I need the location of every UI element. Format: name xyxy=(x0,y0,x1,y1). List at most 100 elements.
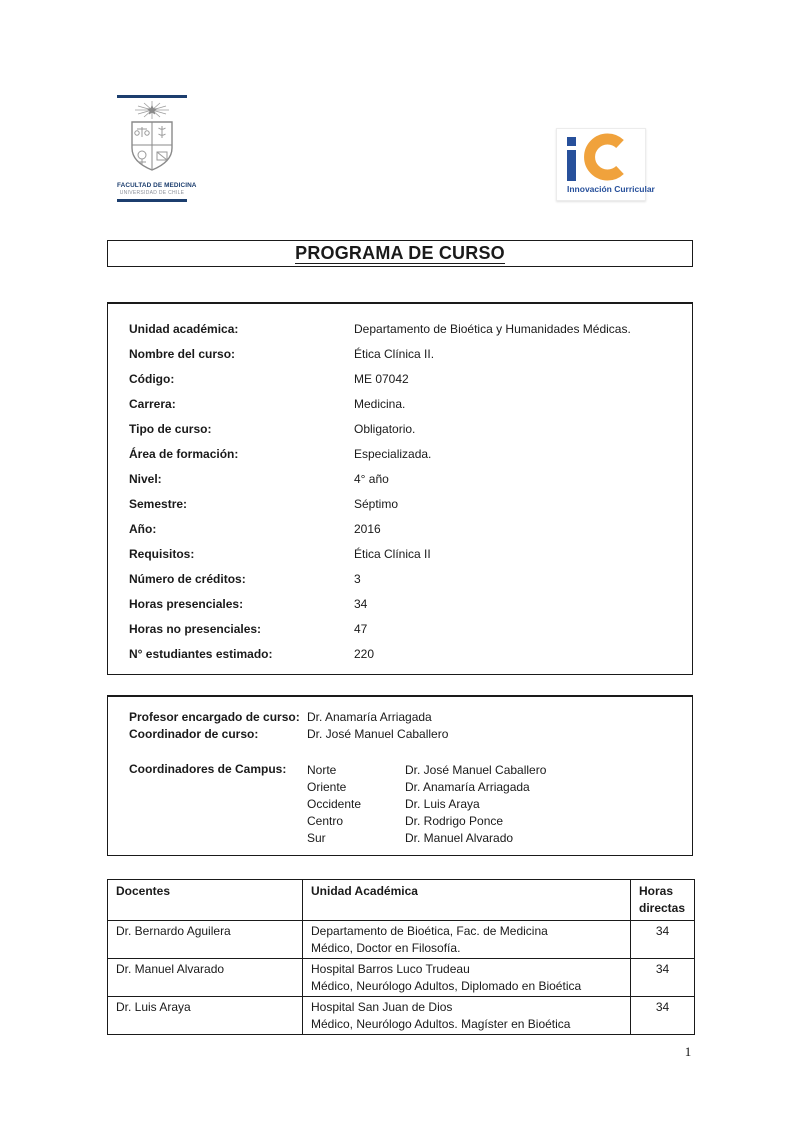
field-label: Semestre: xyxy=(129,496,188,511)
horas-cell: 34 xyxy=(630,920,695,959)
campus-coordinator: Dr. José Manuel Caballero xyxy=(405,763,547,777)
table-row: Dr. Bernardo Aguilera Departamento de Bi… xyxy=(107,920,695,959)
field-row: Unidad académica: Departamento de Bioétic… xyxy=(129,316,692,341)
col-header-horas: Horas directas xyxy=(630,879,695,921)
unidad-cell: Hospital Barros Luco Trudeau Médico, Neu… xyxy=(302,958,631,997)
docente-name-cell: Dr. Manuel Alvarado xyxy=(107,958,303,997)
field-label: Tipo de curso: xyxy=(129,421,212,436)
field-row: Nombre del curso: Ética Clínica II. xyxy=(129,341,692,366)
unit-line1: Departamento de Bioética, Fac. de Medici… xyxy=(311,924,548,938)
ic-caption: Innovación Curricular xyxy=(567,184,655,194)
field-label: Número de créditos: xyxy=(129,571,246,586)
page-title: PROGRAMA DE CURSO xyxy=(295,243,505,264)
campus-coordinator: Dr. Anamaría Arriagada xyxy=(405,780,530,794)
ic-letter-i-icon xyxy=(567,137,576,181)
campus-section: Coordinadores de Campus: Norte Dr. José M… xyxy=(129,762,692,847)
field-label: Horas no presenciales: xyxy=(129,621,262,636)
campus-row: Occidente Dr. Luis Araya xyxy=(307,796,546,813)
field-label: Requisitos: xyxy=(129,546,195,561)
faculty-crest-icon xyxy=(131,101,173,171)
campus-name: Occidente xyxy=(307,797,362,811)
field-value: 47 xyxy=(354,621,368,636)
campus-name: Sur xyxy=(307,831,326,845)
staff-label: Profesor encargado de curso: xyxy=(129,710,300,724)
logo-top-bar xyxy=(117,95,187,98)
unit-line2: Médico, Neurólogo Adultos, Diplomado en … xyxy=(311,979,582,993)
field-row: Tipo de curso: Obligatorio. xyxy=(129,416,692,441)
field-row: Carrera: Medicina. xyxy=(129,391,692,416)
campus-name: Norte xyxy=(307,763,337,777)
field-row: Número de créditos: 3 xyxy=(129,566,692,591)
staff-label: Coordinador de curso: xyxy=(129,727,259,741)
staff-value: Dr. Anamaría Arriagada xyxy=(307,710,432,724)
field-label: Unidad académica: xyxy=(129,321,239,336)
field-label: Nombre del curso: xyxy=(129,346,236,361)
docente-name-cell: Dr. Bernardo Aguilera xyxy=(107,920,303,959)
field-value: 4° año xyxy=(354,471,389,486)
field-label: Código: xyxy=(129,371,175,386)
campus-row: Sur Dr. Manuel Alvarado xyxy=(307,830,546,847)
field-value: Ética Clínica II xyxy=(354,546,431,561)
field-value: 220 xyxy=(354,646,375,661)
horas-cell: 34 xyxy=(630,996,695,1035)
horas-cell: 34 xyxy=(630,958,695,997)
staff-value: Dr. José Manuel Caballero xyxy=(307,727,449,741)
unidad-cell: Departamento de Bioética, Fac. de Medici… xyxy=(302,920,631,959)
field-label: N° estudiantes estimado: xyxy=(129,646,273,661)
field-label: Carrera: xyxy=(129,396,176,411)
col-header-docentes: Docentes xyxy=(107,879,303,921)
field-value: 3 xyxy=(354,571,361,586)
field-row: Horas no presenciales: 47 xyxy=(129,616,692,641)
field-value: Obligatorio. xyxy=(354,421,416,436)
field-value: Séptimo xyxy=(354,496,399,511)
campus-coordinator: Dr. Rodrigo Ponce xyxy=(405,814,504,828)
field-value: ME 07042 xyxy=(354,371,409,386)
staff-row: Coordinador de curso: Dr. José Manuel Cab… xyxy=(129,726,692,743)
field-row: Año: 2016 xyxy=(129,516,692,541)
staff-box: Profesor encargado de curso: Dr. Anamaría… xyxy=(107,695,693,856)
field-row: N° estudiantes estimado: 220 xyxy=(129,641,692,666)
faculty-name: FACULTAD DE MEDICINA xyxy=(117,182,197,189)
field-label: Horas presenciales: xyxy=(129,596,244,611)
docentes-table: Docentes Unidad Académica Horas directas… xyxy=(107,879,695,1035)
campus-coordinator: Dr. Manuel Alvarado xyxy=(405,831,514,845)
field-value: Departamento de Bioética y Humanidades M… xyxy=(354,321,631,336)
page-number: 1 xyxy=(684,1044,692,1059)
unidad-cell: Hospital San Juan de Dios Médico, Neuról… xyxy=(302,996,631,1035)
campus-coordinator: Dr. Luis Araya xyxy=(405,797,480,811)
field-row: Horas presenciales: 34 xyxy=(129,591,692,616)
faculty-logo: FACULTAD DE MEDICINA UNIVERSIDAD DE CHIL… xyxy=(117,95,197,202)
campus-name: Centro xyxy=(307,814,344,828)
field-row: Nivel: 4° año xyxy=(129,466,692,491)
field-value: Especializada. xyxy=(354,446,432,461)
unit-line2: Médico, Neurólogo Adultos. Magíster en B… xyxy=(311,1017,571,1031)
field-value: 34 xyxy=(354,596,368,611)
field-label: Año: xyxy=(129,521,157,536)
table-row: Dr. Luis Araya Hospital San Juan de Dios… xyxy=(107,996,695,1035)
campus-row: Centro Dr. Rodrigo Ponce xyxy=(307,813,546,830)
course-info-box: Unidad académica: Departamento de Bioétic… xyxy=(107,302,693,675)
field-value: Medicina. xyxy=(354,396,406,411)
staff-row: Profesor encargado de curso: Dr. Anamaría… xyxy=(129,709,692,726)
unit-line1: Hospital San Juan de Dios xyxy=(311,1000,453,1014)
field-row: Requisitos: Ética Clínica II xyxy=(129,541,692,566)
title-box: PROGRAMA DE CURSO xyxy=(107,240,693,267)
table-row: Dr. Manuel Alvarado Hospital Barros Luco… xyxy=(107,958,695,997)
field-row: Semestre: Séptimo xyxy=(129,491,692,516)
logo-bottom-bar xyxy=(117,199,187,202)
field-value: 2016 xyxy=(354,521,381,536)
col-header-unidad: Unidad Académica xyxy=(302,879,631,921)
campus-row: Norte Dr. José Manuel Caballero xyxy=(307,762,546,779)
field-row: Código: ME 07042 xyxy=(129,366,692,391)
field-row: Área de formación: Especializada. xyxy=(129,441,692,466)
table-header-row: Docentes Unidad Académica Horas directas xyxy=(107,879,695,921)
field-label: Nivel: xyxy=(129,471,162,486)
field-value: Ética Clínica II. xyxy=(354,346,435,361)
campus-coordinators-label: Coordinadores de Campus: xyxy=(129,762,287,776)
campus-name: Oriente xyxy=(307,780,347,794)
field-label: Área de formación: xyxy=(129,446,239,461)
unit-line1: Hospital Barros Luco Trudeau xyxy=(311,962,470,976)
university-name: UNIVERSIDAD DE CHILE xyxy=(119,190,185,196)
campus-row: Oriente Dr. Anamaría Arriagada xyxy=(307,779,546,796)
